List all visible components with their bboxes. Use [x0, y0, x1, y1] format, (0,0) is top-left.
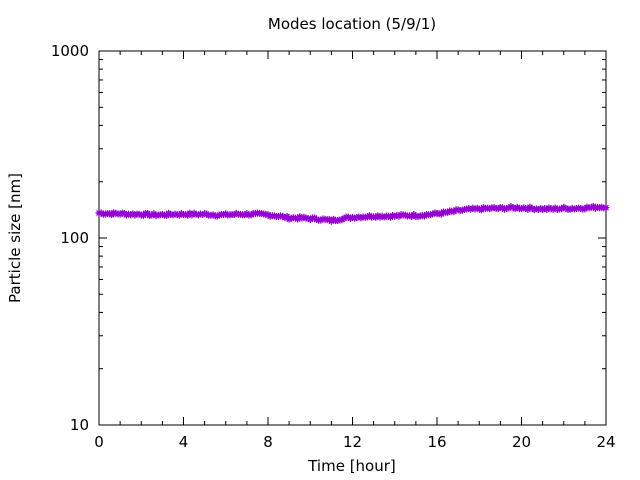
data-point-marker [473, 204, 481, 212]
data-point-marker [501, 205, 509, 213]
data-point-marker [566, 205, 574, 213]
data-point-marker [431, 209, 439, 217]
data-point-marker [384, 212, 392, 220]
data-point-marker [291, 214, 299, 222]
data-point-marker [541, 204, 549, 212]
data-point-marker [304, 215, 312, 223]
data-point-marker [213, 212, 221, 220]
data-point-marker [230, 211, 238, 219]
data-point-marker [194, 211, 202, 219]
data-point-marker [494, 205, 502, 213]
series-layer [95, 202, 610, 225]
data-point-marker [490, 204, 498, 212]
x-tick-label: 0 [94, 433, 104, 451]
chart-title: Modes location (5/9/1) [268, 15, 436, 33]
data-point-marker [146, 212, 154, 220]
x-tick-label: 16 [427, 433, 446, 451]
data-point-marker [346, 214, 354, 222]
data-point-marker [549, 205, 557, 213]
data-point-marker [475, 205, 483, 213]
data-point-marker [401, 211, 409, 219]
data-point-marker [125, 210, 133, 218]
data-point-marker [465, 205, 473, 213]
data-point-marker [518, 205, 525, 213]
data-point-marker [562, 204, 570, 212]
data-point-marker [587, 203, 595, 211]
data-point-marker [458, 206, 466, 214]
x-axis: 0 4 8 12 16 20 24 [94, 51, 616, 451]
data-point-marker [560, 203, 568, 211]
data-point-marker [349, 213, 356, 221]
data-point-marker [298, 214, 306, 222]
data-series [95, 202, 610, 225]
data-point-marker [406, 212, 414, 220]
y-axis: 10 100 1000 [51, 42, 606, 434]
data-point-marker [340, 214, 348, 222]
data-point-marker [300, 213, 308, 221]
data-point-marker [313, 216, 321, 224]
data-point-marker [429, 210, 437, 218]
data-point-marker [122, 211, 130, 219]
data-point-marker [232, 209, 240, 217]
data-point-marker [110, 209, 118, 217]
data-point-marker [158, 210, 166, 218]
data-point-marker [545, 204, 553, 212]
data-point-marker [486, 205, 494, 213]
data-point-marker [209, 211, 217, 219]
y-axis-label: Particle size [nm] [6, 173, 24, 303]
data-point-marker [177, 210, 185, 218]
data-point-marker [469, 204, 477, 212]
data-point-marker [376, 213, 384, 221]
data-point-marker [534, 205, 542, 213]
data-point-marker [454, 206, 462, 214]
data-point-marker [526, 203, 534, 211]
data-point-marker [106, 210, 114, 218]
x-tick-label: 4 [179, 433, 189, 451]
data-point-marker [391, 212, 399, 220]
y-tick-label: 10 [70, 416, 89, 434]
data-point-marker [215, 211, 223, 219]
data-point-marker [199, 210, 207, 218]
x-tick-label: 20 [512, 433, 531, 451]
data-point-marker [537, 204, 545, 212]
x-tick-label: 8 [263, 433, 273, 451]
x-axis-label: Time [hour] [307, 457, 396, 475]
data-point-marker [467, 205, 475, 213]
y-tick-label: 100 [60, 229, 89, 247]
data-point-marker [355, 213, 363, 221]
data-point-marker [357, 214, 365, 222]
data-point-marker [522, 205, 530, 213]
data-point-marker [169, 211, 177, 219]
data-point-marker [479, 204, 487, 212]
data-point-marker [378, 212, 386, 220]
data-point-marker [165, 209, 173, 217]
data-point-marker [131, 211, 139, 219]
data-point-marker [285, 215, 293, 223]
data-point-marker [190, 209, 198, 217]
data-point-marker [591, 204, 599, 212]
plot-frame [98, 50, 607, 426]
data-point-marker [135, 210, 143, 218]
data-point-marker [317, 216, 325, 224]
x-tick-label: 24 [596, 433, 615, 451]
data-point-marker [116, 210, 124, 218]
data-point-marker [393, 211, 401, 219]
y-tick-label: 1000 [51, 42, 89, 60]
data-point-marker [507, 203, 515, 211]
data-point-marker [220, 210, 228, 218]
data-point-marker [380, 213, 388, 221]
data-point-marker [389, 211, 397, 219]
data-point-marker [182, 211, 190, 219]
data-point-marker [530, 206, 538, 214]
data-point-marker [351, 214, 359, 222]
x-tick-label: 12 [343, 433, 362, 451]
data-point-marker [602, 204, 610, 212]
data-point-marker [127, 211, 135, 219]
data-point-marker [598, 203, 606, 211]
